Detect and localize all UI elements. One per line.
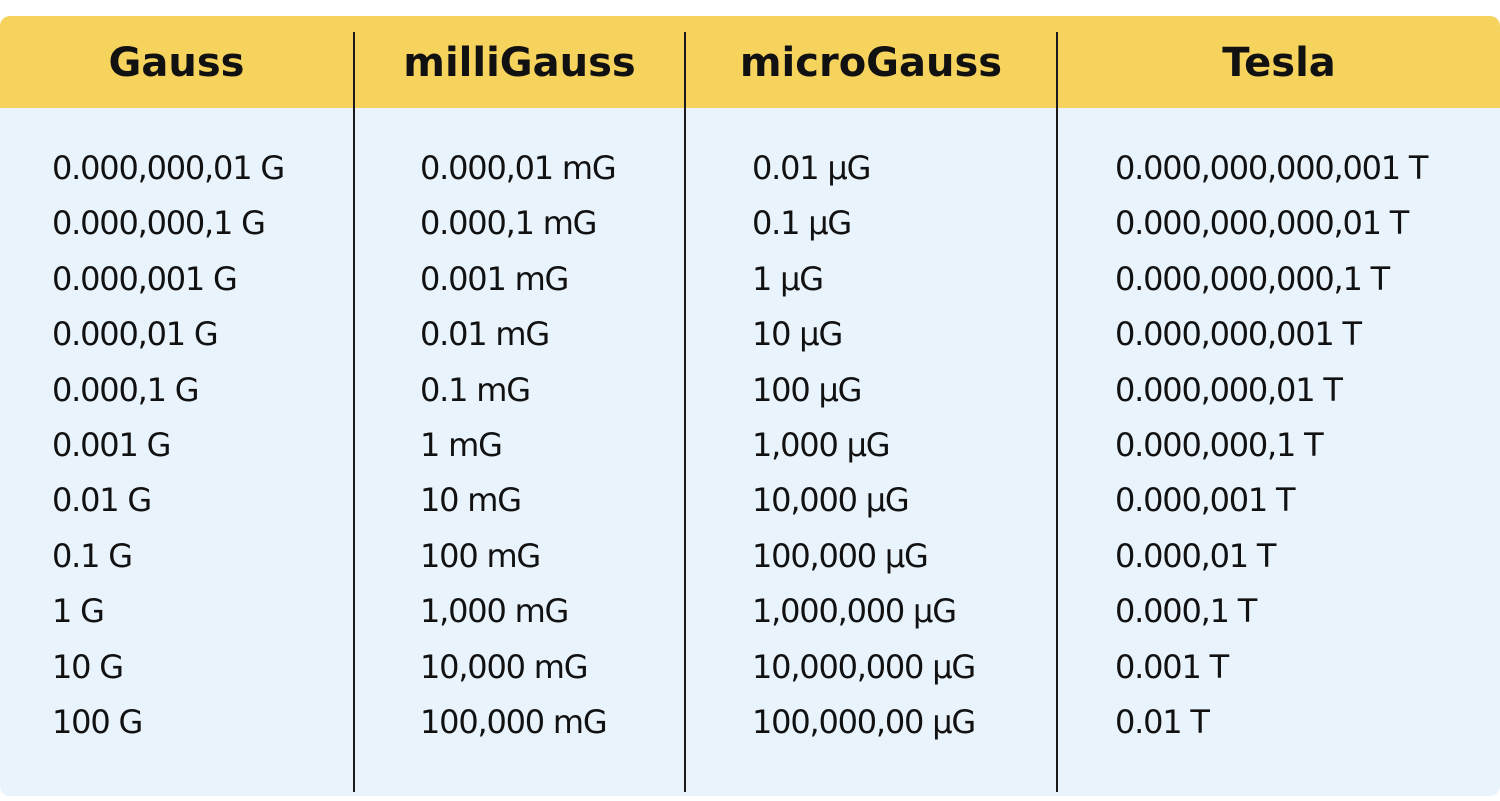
table-cell: 10 mG — [420, 481, 522, 520]
table-cell: 0.1 µG — [752, 204, 852, 243]
table-cell: 0.01 T — [1115, 702, 1210, 741]
table-cell: 0.000,01 T — [1115, 536, 1276, 575]
table-cell: 10,000 mG — [420, 647, 589, 686]
table-cell: 0.01 mG — [420, 315, 550, 354]
table-cell: 0.000,000,1 G — [52, 204, 266, 243]
column-values-microgauss: 0.01 µG 0.1 µG 1 µG 10 µG 100 µG 1,000 µ… — [752, 142, 976, 751]
table-cell: 0.000,000,1 T — [1115, 425, 1324, 464]
column-divider — [1056, 32, 1058, 792]
column-header-milligauss: milliGauss — [403, 40, 636, 86]
table-cell: 10,000,000 µG — [752, 647, 976, 686]
column-values-gauss: 0.000,000,01 G 0.000,000,1 G 0.000,001 G… — [52, 142, 285, 751]
table-cell: 0.001 T — [1115, 647, 1229, 686]
table-cell: 0.000,000,001 T — [1115, 315, 1362, 354]
column-values-milligauss: 0.000,01 mG 0.000,1 mG 0.001 mG 0.01 mG … — [420, 142, 617, 751]
table-cell: 0.000,000,000,1 T — [1115, 259, 1390, 298]
table-cell: 0.01 G — [52, 481, 152, 520]
column-divider — [684, 32, 686, 792]
table-cell: 0.000,001 G — [52, 259, 238, 298]
column-header-microgauss: microGauss — [739, 40, 1003, 86]
table-cell: 100,000,00 µG — [752, 702, 976, 741]
table-cell: 0.000,01 mG — [420, 149, 617, 187]
table-cell: 0.1 mG — [420, 370, 531, 409]
table-cell: 0.000,000,000,01 T — [1115, 204, 1409, 243]
table-cell: 0.000,000,000,001 T — [1115, 149, 1428, 187]
column-values-tesla: 0.000,000,000,001 T 0.000,000,000,01 T 0… — [1115, 142, 1428, 751]
table-cell: 1 µG — [752, 259, 824, 298]
table-cell: 100,000 mG — [420, 702, 608, 741]
table-cell: 1,000,000 µG — [752, 592, 957, 631]
table-cell: 0.000,1 T — [1115, 592, 1257, 631]
table-cell: 0.000,000,01 G — [52, 149, 285, 187]
table-cell: 0.000,001 T — [1115, 481, 1296, 520]
table-cell: 100 mG — [420, 536, 541, 575]
column-header-tesla: Tesla — [1222, 40, 1336, 86]
table-cell: 1 G — [52, 592, 105, 631]
table-cell: 0.000,000,01 T — [1115, 370, 1343, 409]
table-cell: 100 µG — [752, 370, 862, 409]
table-cell: 0.01 µG — [752, 149, 871, 187]
table-cell: 0.000,01 G — [52, 315, 219, 354]
table-cell: 10,000 µG — [752, 481, 910, 520]
column-divider — [353, 32, 355, 792]
header-row — [0, 16, 1500, 108]
table-cell: 0.001 mG — [420, 259, 569, 298]
table-cell: 100,000 µG — [752, 536, 929, 575]
table-cell: 1 mG — [420, 425, 503, 464]
table-cell: 1,000 mG — [420, 592, 569, 631]
table-cell: 0.001 G — [52, 425, 171, 464]
table-cell: 100 G — [52, 702, 143, 741]
unit-conversion-table: Gauss 0.000,000,01 G 0.000,000,1 G 0.000… — [0, 16, 1500, 796]
table-cell: 1,000 µG — [752, 425, 891, 464]
table-cell: 0.000,1 G — [52, 370, 200, 409]
table-cell: 10 µG — [752, 315, 843, 354]
table-cell: 0.000,1 mG — [420, 204, 597, 243]
table-cell: 10 G — [52, 647, 124, 686]
column-header-gauss: Gauss — [108, 40, 245, 86]
table-cell: 0.1 G — [52, 536, 133, 575]
